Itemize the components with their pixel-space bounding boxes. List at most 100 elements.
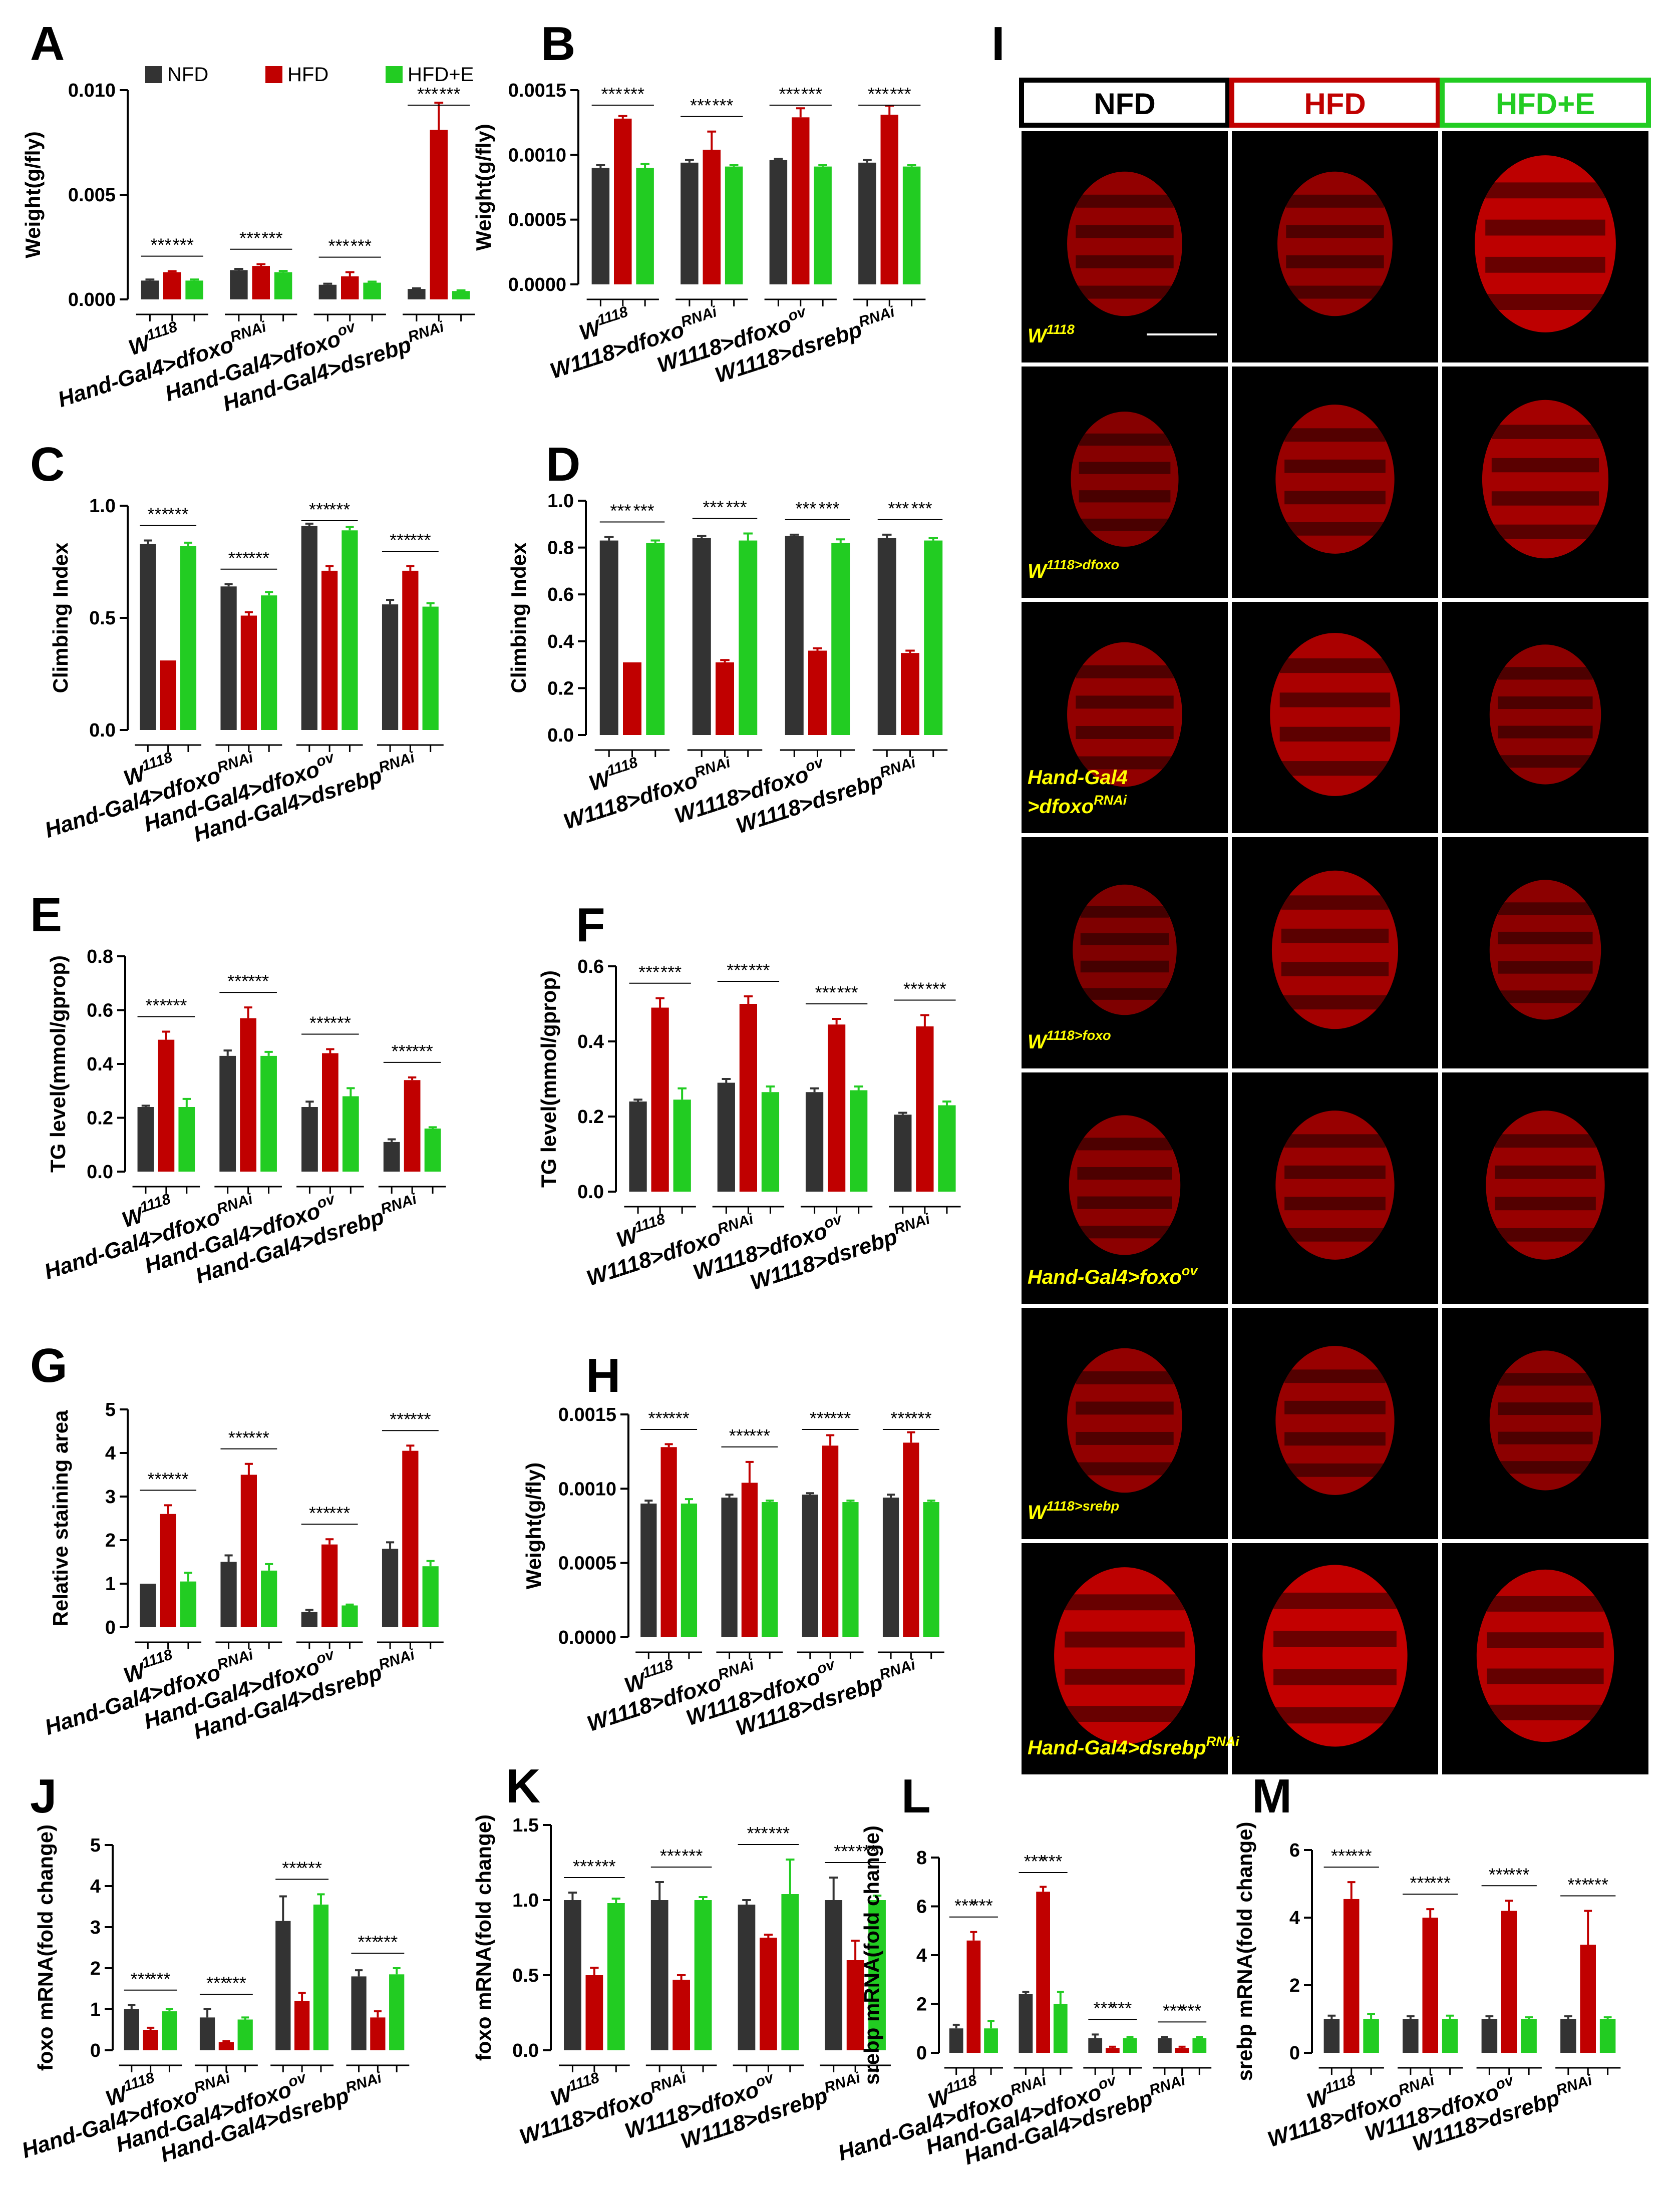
stained-tissue	[1277, 171, 1393, 316]
significance-label: ***	[648, 1408, 669, 1428]
panel-letter: M	[1252, 1769, 1292, 1823]
chart-panel-h: H 0.0000 0.0005 0.0010 0.0015 Weight(g/fly) **…	[522, 1349, 944, 1741]
genotype-label: W1118	[1028, 322, 1075, 347]
y-tick-label: 4	[916, 1945, 927, 1966]
bar	[342, 1605, 358, 1627]
significance-label: ***	[150, 1969, 171, 1989]
segment-band	[1273, 1669, 1397, 1685]
significance-label: ***	[225, 1973, 246, 1993]
bar	[1158, 2038, 1172, 2053]
bar	[902, 166, 921, 284]
bar	[301, 1107, 318, 1172]
genotype-label: W1118>srebp	[1028, 1499, 1119, 1524]
segment-band	[1284, 1463, 1386, 1477]
y-tick-label: 0.0015	[508, 80, 566, 101]
significance-label: ***	[390, 1409, 411, 1429]
legend-swatch	[265, 66, 282, 83]
y-tick-label: 0.0015	[558, 1404, 616, 1425]
panel-letter: G	[30, 1339, 68, 1392]
bar	[717, 1082, 735, 1192]
significance-label: ***	[810, 1408, 831, 1428]
bar	[828, 1024, 846, 1192]
stained-tissue	[1489, 644, 1601, 785]
column-header-box	[1019, 78, 1230, 128]
significance-label: ***	[769, 1823, 790, 1844]
segment-band	[1279, 726, 1391, 742]
y-tick-label: 0.8	[87, 946, 113, 967]
bar	[252, 266, 270, 299]
bar	[614, 118, 632, 284]
significance-label: ***	[309, 1012, 330, 1033]
segment-band	[1498, 755, 1593, 768]
bar	[738, 1905, 756, 2050]
y-tick-label: 0.005	[68, 185, 116, 206]
segment-band	[1079, 462, 1171, 474]
significance-label: ***	[660, 1846, 681, 1866]
bar	[1521, 2019, 1537, 2053]
segment-band	[1077, 1226, 1172, 1239]
significance-label: ***	[390, 530, 411, 550]
bar	[240, 1475, 257, 1627]
column-header-box	[1440, 78, 1651, 128]
segment-band	[1281, 962, 1389, 976]
bar	[802, 1495, 818, 1637]
y-axis-label: Weight(g/fly)	[21, 131, 45, 258]
bar	[673, 1100, 691, 1192]
significance-label: ***	[410, 530, 431, 550]
segment-band	[1498, 1373, 1593, 1386]
bar	[342, 530, 358, 730]
column-header-label: HFD+E	[1496, 87, 1595, 121]
y-tick-label: 0	[90, 2040, 101, 2061]
genotype-label: Hand-Gal4>dsrebpRNAi	[1028, 1734, 1239, 1759]
y-axis-label: foxo mRNA(fold change)	[34, 1824, 57, 2071]
bar	[741, 1483, 758, 1637]
y-tick-label: 5	[105, 1399, 116, 1420]
bar	[739, 540, 758, 735]
bar	[1501, 1911, 1517, 2053]
stained-tissue	[1270, 633, 1400, 796]
significance-label: ***	[868, 84, 889, 104]
bar	[430, 130, 448, 299]
chart-panel-e: E0.00.20.40.60.8TG level(mmol/gprop) ****…	[30, 888, 446, 1288]
stained-tissue	[1067, 171, 1182, 316]
bar	[1442, 2019, 1458, 2053]
segment-band	[1284, 1165, 1386, 1179]
bar	[141, 280, 159, 299]
bar	[629, 1102, 647, 1192]
significance-label: ***	[1041, 1851, 1062, 1872]
bar	[814, 166, 832, 284]
bar	[160, 660, 176, 730]
significance-label: ***	[815, 982, 836, 1003]
genotype-label: Hand-Gal4>foxoov	[1028, 1263, 1198, 1288]
bar	[452, 291, 470, 299]
segment-band	[1286, 255, 1384, 268]
significance-label: ***	[726, 497, 747, 518]
bar	[739, 1004, 757, 1192]
bar	[785, 536, 804, 735]
bar	[294, 2001, 310, 2050]
segment-band	[1286, 225, 1384, 238]
y-tick-label: 6	[916, 1897, 927, 1918]
bar	[681, 162, 699, 284]
segment-band	[1076, 255, 1174, 268]
bar	[370, 2017, 386, 2050]
bar	[219, 1055, 236, 1172]
bar	[240, 615, 257, 730]
stained-tissue	[1262, 1565, 1408, 1747]
significance-label: ***	[925, 979, 946, 999]
segment-band	[1495, 1228, 1596, 1242]
y-tick-label: 0.0000	[558, 1627, 616, 1648]
bar	[660, 1447, 677, 1637]
bar	[894, 1115, 912, 1192]
bar	[984, 2028, 998, 2053]
chart-panel-b: B 0.0000 0.0005 0.0010 0.0015 Weight(g/fly) **…	[472, 17, 926, 388]
significance-label: ***	[1094, 1998, 1115, 2018]
stained-tissue	[1275, 405, 1395, 554]
segment-band	[1080, 960, 1169, 973]
significance-label: ***	[439, 84, 460, 104]
significance-label: ***	[147, 504, 168, 524]
bar	[1481, 2019, 1498, 2053]
